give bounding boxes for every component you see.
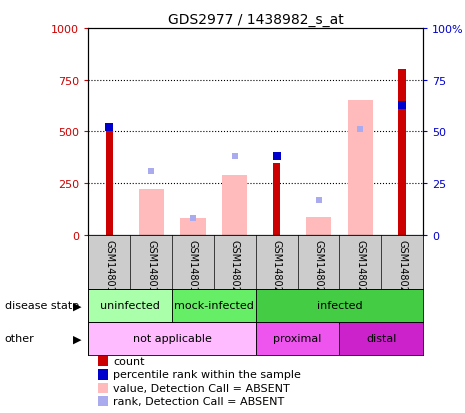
Text: mock-infected: mock-infected <box>174 301 254 311</box>
Text: distal: distal <box>366 334 397 344</box>
Text: GSM148018: GSM148018 <box>146 240 156 299</box>
Bar <box>339 322 423 355</box>
Text: GSM148022: GSM148022 <box>397 240 407 299</box>
Title: GDS2977 / 1438982_s_at: GDS2977 / 1438982_s_at <box>168 12 344 26</box>
Text: disease state: disease state <box>5 301 79 311</box>
Bar <box>222 176 247 235</box>
Bar <box>88 289 172 322</box>
Bar <box>106 132 113 235</box>
Bar <box>256 322 339 355</box>
Text: ▶: ▶ <box>73 334 81 344</box>
Bar <box>348 101 373 235</box>
Bar <box>399 70 406 235</box>
Text: percentile rank within the sample: percentile rank within the sample <box>113 370 301 380</box>
Bar <box>273 163 280 235</box>
Text: ▶: ▶ <box>73 301 81 311</box>
Text: uninfected: uninfected <box>100 301 160 311</box>
Text: GSM148024: GSM148024 <box>313 240 324 299</box>
Bar <box>139 190 164 235</box>
Text: infected: infected <box>317 301 362 311</box>
Text: GSM148017: GSM148017 <box>104 240 114 299</box>
Text: GSM148020: GSM148020 <box>230 240 240 299</box>
Bar <box>256 289 423 322</box>
Text: other: other <box>5 334 34 344</box>
Text: not applicable: not applicable <box>133 334 212 344</box>
Text: GSM148019: GSM148019 <box>188 240 198 299</box>
Bar <box>306 218 331 235</box>
Text: GSM148021: GSM148021 <box>355 240 365 299</box>
Text: proximal: proximal <box>273 334 322 344</box>
Bar <box>172 289 256 322</box>
Text: value, Detection Call = ABSENT: value, Detection Call = ABSENT <box>113 383 290 393</box>
Bar <box>88 322 256 355</box>
Text: rank, Detection Call = ABSENT: rank, Detection Call = ABSENT <box>113 396 285 406</box>
Text: count: count <box>113 356 145 366</box>
Bar <box>180 219 206 235</box>
Text: GSM148023: GSM148023 <box>272 240 282 299</box>
